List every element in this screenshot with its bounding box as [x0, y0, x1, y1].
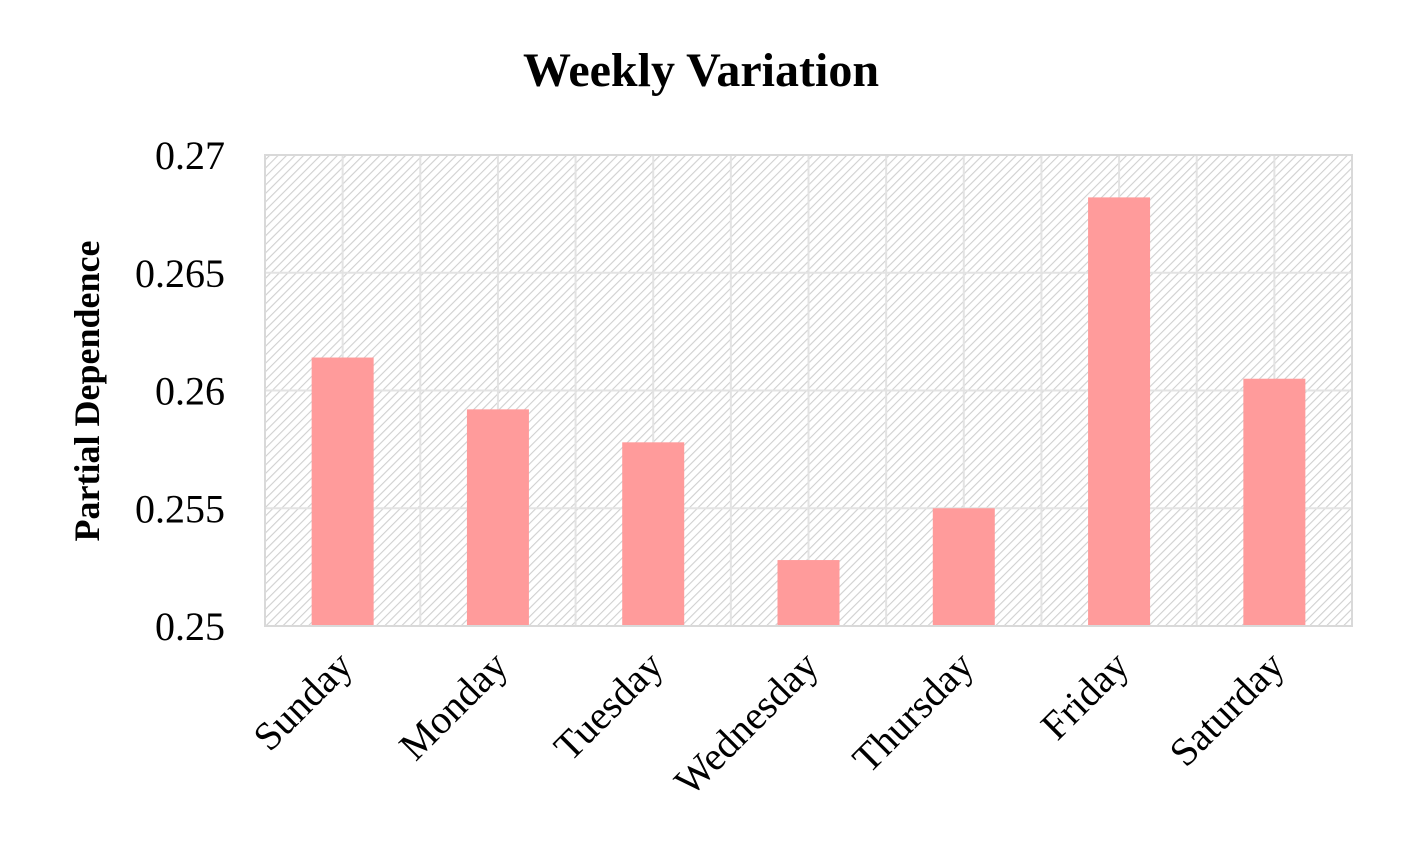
x-tick-label-friday: Friday [1032, 643, 1138, 749]
y-tick-label: 0.27 [155, 133, 225, 178]
bar-saturday [1243, 378, 1306, 626]
y-tick-label: 0.265 [135, 251, 225, 296]
bar-monday [466, 409, 529, 626]
bar-thursday [932, 508, 995, 626]
y-tick-label: 0.26 [155, 369, 225, 414]
x-tick-label-saturday: Saturday [1160, 643, 1292, 775]
x-tick-label-monday: Monday [390, 643, 516, 769]
x-tick-label-tuesday: Tuesday [545, 643, 672, 770]
plot-border [264, 154, 1353, 627]
chart-title: Weekly Variation [523, 44, 879, 97]
x-tick-label-wednesday: Wednesday [665, 643, 826, 804]
gridlines [265, 154, 1352, 627]
y-tick-labels: 0.25 0.255 0.26 0.265 0.27 [135, 133, 225, 649]
x-tick-label-thursday: Thursday [844, 643, 983, 782]
bar-wednesday [777, 560, 840, 626]
bar-tuesday [622, 442, 685, 626]
bar-sunday [311, 357, 374, 626]
x-tick-label-sunday: Sunday [244, 643, 361, 760]
bars [311, 197, 1306, 626]
y-tick-label: 0.25 [155, 604, 225, 649]
y-axis-title: Partial Dependence [67, 241, 107, 542]
y-tick-label: 0.255 [135, 486, 225, 531]
bar-friday [1088, 197, 1151, 626]
